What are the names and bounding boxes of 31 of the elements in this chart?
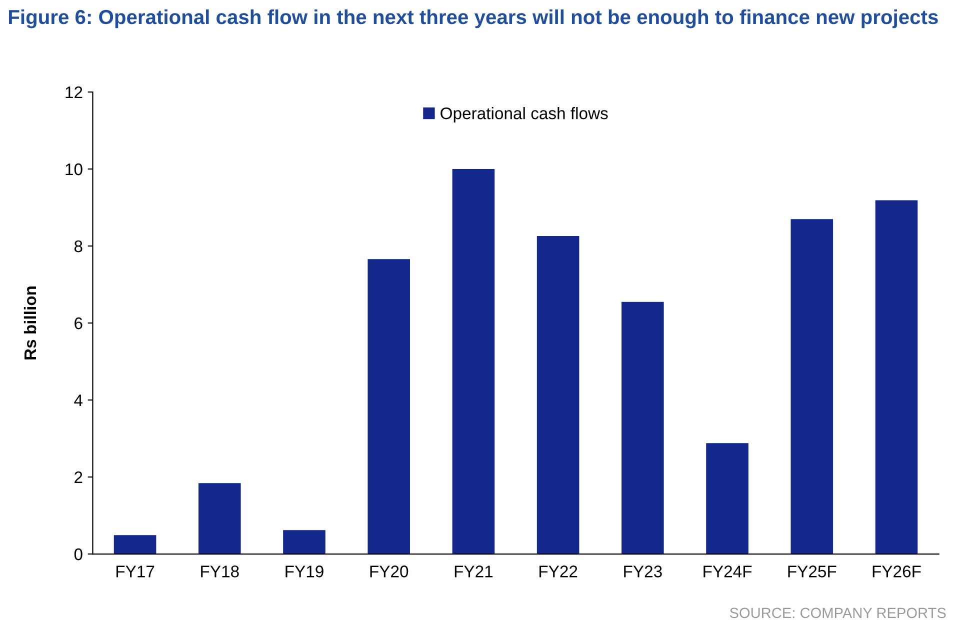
y-tick-label: 10 [66,163,82,176]
x-tick-label: FY22 [540,566,578,578]
source-note: SOURCE: COMPANY REPORTS [730,608,946,618]
bar [283,530,326,554]
bar [790,219,834,554]
bar [536,236,580,554]
y-tick-label: 0 [74,548,82,560]
bar [452,169,495,554]
y-tick-label: 12 [66,86,82,98]
y-axis-title: Rs billion [24,286,36,360]
y-tick-label: 2 [74,471,82,484]
chart-title: Figure 6: Operational cash flow in the next three years will not be enough to finance new projects [8,9,938,28]
bar [706,443,748,554]
bar [875,200,918,554]
x-tick-label: FY17 [116,566,154,578]
x-tick-label: FY18 [201,566,239,578]
bar [198,483,241,554]
bar [368,259,410,554]
y-tick-label: 4 [74,394,83,406]
x-tick-label: FY24F [704,566,752,578]
y-tick-label: 8 [74,240,82,252]
x-tick-label: FY25F [788,566,836,578]
legend-label: Operational cash flows [440,107,608,123]
x-tick-label: FY23 [624,566,662,578]
x-tick-label: FY26F [872,566,921,578]
x-tick-label: FY21 [454,566,493,578]
x-tick-label: FY20 [370,566,408,578]
y-tick-label: 6 [74,317,82,330]
x-tick-label: FY19 [286,566,324,578]
bar [622,302,664,554]
bar [114,535,156,554]
